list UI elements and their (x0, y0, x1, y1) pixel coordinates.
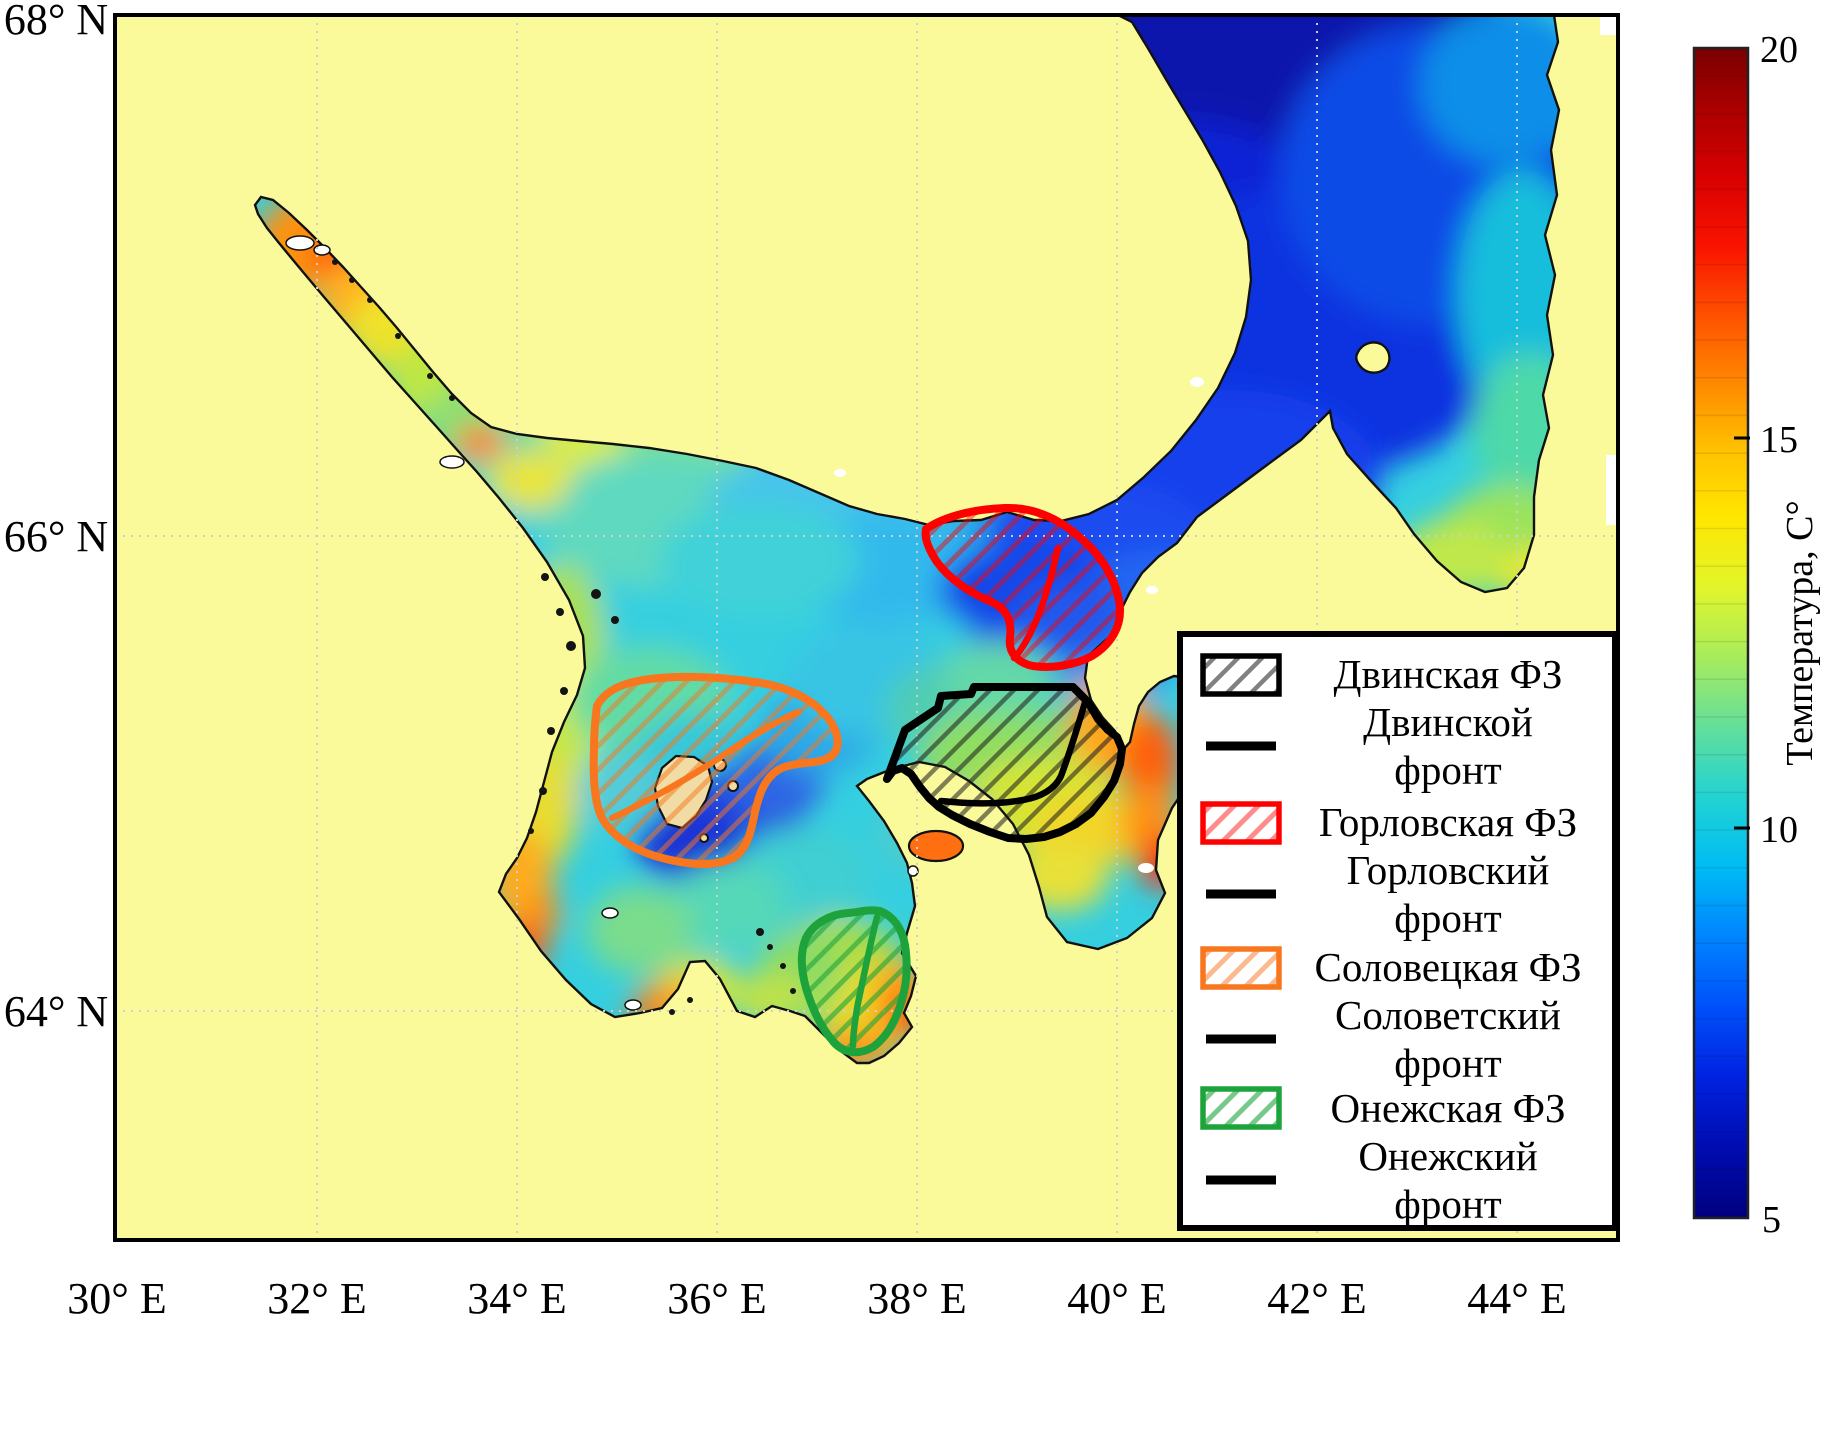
front-dvinskoy (937, 695, 1090, 807)
legend-label: Двинская ФЗ (1334, 651, 1563, 697)
legend-entry-onezhskaya-fz: Онежская ФЗ (1200, 1085, 1566, 1131)
legend-label: Соловецкая ФЗ (1314, 944, 1581, 990)
zone-gorlovskaya-fz (921, 503, 1125, 671)
x-tick-38e: 38° E (867, 1274, 966, 1323)
y-axis: 68° N 66° N 64° N (4, 0, 108, 1036)
x-tick-36e: 36° E (667, 1274, 766, 1323)
hatched-swatch-orange (1200, 946, 1282, 990)
x-tick-40e: 40° E (1067, 1274, 1166, 1323)
hatched-swatch-black (1200, 653, 1282, 697)
legend-entry-gorlovskaya-fz: Горловская ФЗ (1200, 799, 1577, 845)
map-border (113, 13, 1620, 1242)
legend-label: Горловская ФЗ (1319, 799, 1577, 845)
colorbar-tick-label-5: 5 (1762, 1199, 1781, 1241)
colorbar: 20 15 10 5 Температура, C° (1692, 29, 1821, 1241)
coastal-islets (317, 247, 796, 1015)
x-tick-34e: 34° E (467, 1274, 566, 1323)
colorbar-tick-label-15: 15 (1760, 419, 1798, 461)
colorbar-title: Температура, C° (1779, 500, 1821, 765)
unsk-bay-inlet (907, 829, 965, 863)
x-tick-30e: 30° E (67, 1274, 166, 1323)
hatched-swatch-red (1200, 801, 1282, 845)
legend-entry-onezhsky-front: Онежский фронт (1206, 1133, 1538, 1227)
coastline (253, 13, 1561, 1065)
legend-label-line2: фронт (1394, 1040, 1502, 1086)
morzhovets-island (1355, 341, 1391, 374)
legend-entry-solovetskaya-fz: Соловецкая ФЗ (1200, 944, 1582, 990)
legend-label-line1: Горловский (1347, 847, 1550, 893)
legend-entry-dvinskaya-fz: Двинская ФЗ (1200, 651, 1563, 697)
legend-label: Онежская ФЗ (1330, 1085, 1565, 1131)
legend-label-line1: Соловетский (1335, 992, 1561, 1038)
colorbar-steps (1694, 48, 1748, 1218)
legend-entry-gorlovsky-front: Горловский фронт (1206, 847, 1549, 941)
map-panel: Двинская ФЗ Двинской фронт Горловская ФЗ… (113, 13, 1620, 1242)
zone-onezhskaya-fz (797, 906, 911, 1057)
legend-entry-solovetsky-front: Соловетский фронт (1206, 992, 1561, 1086)
map-legend: Двинская ФЗ Двинской фронт Горловская ФЗ… (1177, 631, 1618, 1231)
front-onezhsky (849, 913, 881, 1050)
legend-label-line2: фронт (1394, 747, 1502, 793)
frontal-zones (589, 503, 1126, 1057)
y-tick-66n: 66° N (4, 512, 108, 561)
x-tick-42e: 42° E (1267, 1274, 1366, 1323)
legend-label-line2: фронт (1394, 895, 1502, 941)
legend-label-line1: Онежский (1358, 1133, 1537, 1179)
front-gorlovsky (1010, 544, 1062, 662)
legend-entry-dvinskoy-front: Двинской фронт (1206, 699, 1533, 793)
colorbar-border (1692, 46, 1750, 1220)
legend-label-line1: Двинской (1363, 699, 1533, 745)
colorbar-tick-label-10: 10 (1760, 809, 1798, 851)
y-tick-68n: 68° N (4, 0, 108, 44)
front-solovetsky (608, 708, 802, 822)
x-tick-44e: 44° E (1467, 1274, 1566, 1323)
x-axis: 30° E 32° E 34° E 36° E 38° E 40° E 42° … (67, 1274, 1566, 1323)
legend-label-line2: фронт (1394, 1181, 1502, 1227)
no-data-patches (285, 15, 1618, 1011)
hatched-swatch-green (1200, 1086, 1282, 1130)
colorbar-tick-label-20: 20 (1760, 29, 1798, 71)
x-tick-32e: 32° E (267, 1274, 366, 1323)
y-tick-64n: 64° N (4, 987, 108, 1036)
